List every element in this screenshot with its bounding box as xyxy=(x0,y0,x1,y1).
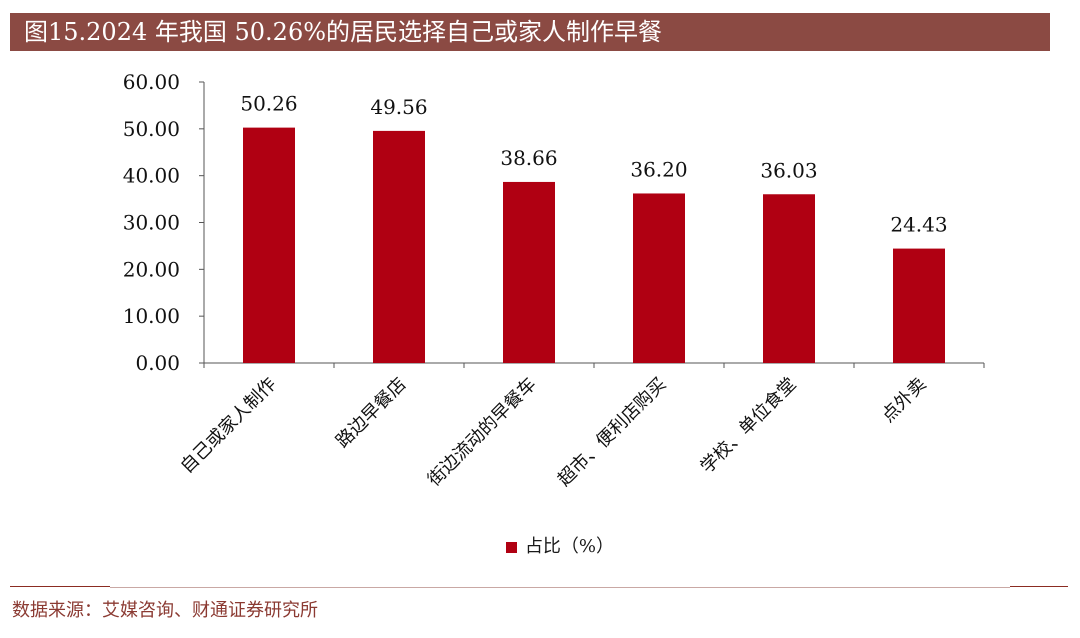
data-source: 数据来源：艾媒咨询、财通证券研究所 xyxy=(12,600,318,621)
data-label: 49.56 xyxy=(370,95,427,119)
y-tick-label: 10.00 xyxy=(123,304,180,328)
y-tick-label: 40.00 xyxy=(123,164,180,188)
data-label: 38.66 xyxy=(500,146,557,170)
y-tick-label: 20.00 xyxy=(123,257,180,281)
x-tick-label: 路边早餐店 xyxy=(332,374,410,452)
x-tick-label: 点外卖 xyxy=(878,374,931,427)
data-label: 24.43 xyxy=(890,213,947,237)
x-tick-label: 超市、便利店购买 xyxy=(554,374,671,491)
y-tick-label: 50.00 xyxy=(123,117,180,141)
title-bar: 图15.2024 年我国 50.26%的居民选择自己或家人制作早餐 xyxy=(10,13,1050,51)
bar xyxy=(373,130,425,363)
legend-swatch xyxy=(505,541,517,553)
data-label: 36.03 xyxy=(760,158,817,182)
bar xyxy=(503,181,555,363)
bar xyxy=(893,248,945,363)
chart-title: 图15.2024 年我国 50.26%的居民选择自己或家人制作早餐 xyxy=(24,18,663,46)
bar xyxy=(633,193,685,363)
y-tick-label: 0.00 xyxy=(135,351,180,375)
legend-label: 占比（%） xyxy=(524,536,615,557)
data-label: 36.20 xyxy=(630,157,687,181)
bar xyxy=(243,127,295,364)
x-tick-label: 自己或家人制作 xyxy=(177,374,281,478)
data-label: 50.26 xyxy=(240,92,297,116)
bar xyxy=(763,194,815,363)
legend: 占比（%） xyxy=(0,534,1080,561)
x-tick-label: 学校、单位食堂 xyxy=(697,374,801,478)
x-tick-label: 街边流动的早餐车 xyxy=(424,374,541,491)
footer-divider-right xyxy=(1010,586,1068,587)
bar-chart: 0.00 10.00 20.00 30.00 40.00 50.00 60.00 50.26 自… xyxy=(123,70,985,491)
y-tick-label: 60.00 xyxy=(123,70,180,94)
footer-divider-left xyxy=(10,586,110,587)
footer-divider xyxy=(110,587,1010,588)
y-tick-label: 30.00 xyxy=(123,211,180,235)
